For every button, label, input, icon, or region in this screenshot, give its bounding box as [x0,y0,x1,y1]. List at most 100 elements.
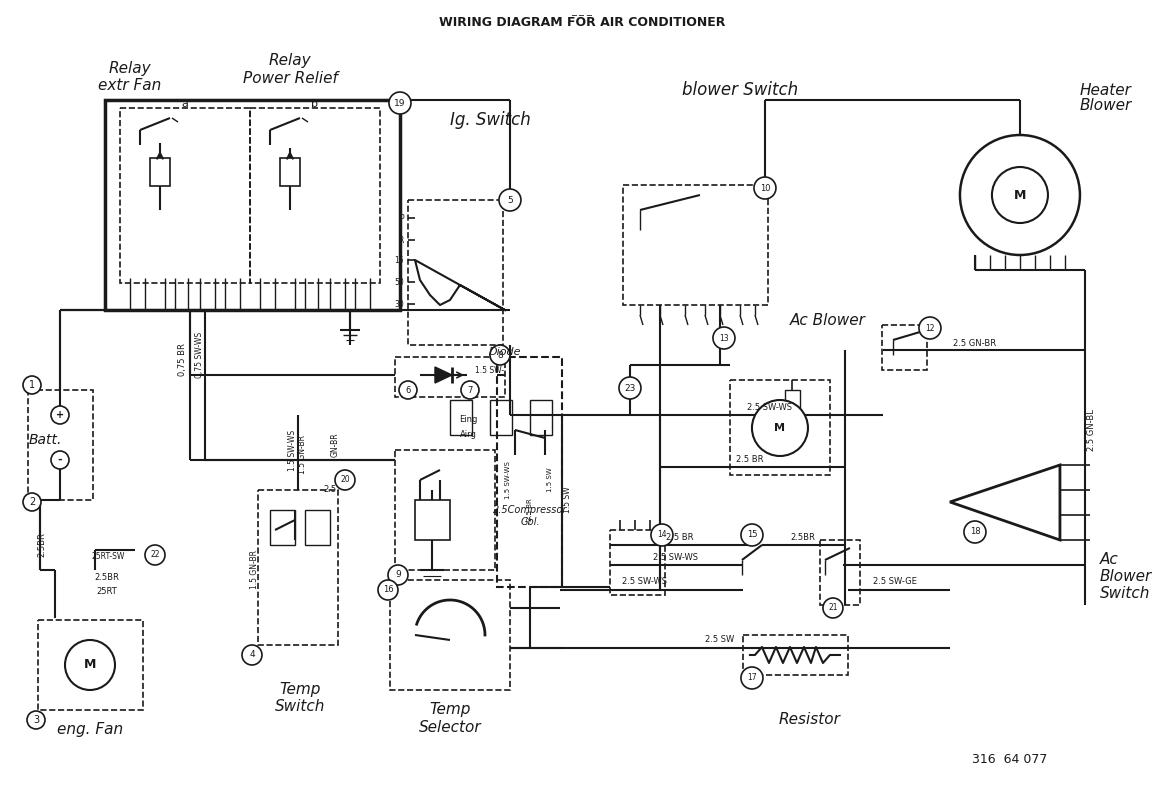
Text: 1.5 SW-: 1.5 SW- [475,366,504,374]
Bar [281,158,300,186]
Text: a: a [182,99,189,109]
Text: Blower: Blower [1100,570,1152,585]
Circle shape [714,327,734,349]
Text: 25RT-SW: 25RT-SW [91,552,125,562]
Text: 1: 1 [29,380,35,390]
Text: 2.5 SW-WS: 2.5 SW-WS [653,553,698,563]
Circle shape [51,406,69,424]
Text: 2.5 SW-WS: 2.5 SW-WS [747,403,793,412]
Bar [38,620,143,710]
Polygon shape [435,367,452,383]
Text: 9: 9 [395,571,400,579]
Text: 30: 30 [395,299,404,309]
Text: 14: 14 [658,530,667,540]
Text: 2.5Compressor: 2.5Compressor [492,505,567,515]
Circle shape [651,524,673,546]
Text: 25RT: 25RT [97,588,118,597]
Text: 50: 50 [395,277,404,287]
Text: +: + [56,410,64,420]
Bar [395,357,505,397]
Circle shape [51,451,69,469]
Text: M: M [84,659,97,671]
Bar [819,540,860,605]
Circle shape [490,345,510,365]
Text: 2.5 BR: 2.5 BR [527,499,533,522]
Bar [416,500,450,540]
Text: 7: 7 [467,385,473,395]
Text: 16: 16 [383,585,393,594]
Text: 0,75 BR: 0,75 BR [178,344,187,377]
Text: Temp: Temp [430,702,470,718]
Text: Selector: Selector [419,720,481,735]
Bar [623,185,768,305]
Text: 5: 5 [508,195,513,205]
Circle shape [242,645,262,665]
Text: Ac Blower: Ac Blower [790,313,866,328]
Text: _ _ _: _ _ _ [572,5,592,15]
Bar [305,510,329,545]
Text: Airg: Airg [460,430,476,440]
Text: GN-BR: GN-BR [331,433,340,457]
Text: Temp: Temp [279,682,320,697]
Circle shape [960,135,1080,255]
Text: extr Fan: extr Fan [99,77,162,92]
Text: 2.5 BR: 2.5 BR [736,455,764,464]
Bar [105,100,400,310]
Text: 316  64 077: 316 64 077 [972,753,1048,767]
Bar [450,400,471,435]
Text: 10: 10 [760,184,771,192]
Text: 13: 13 [719,333,729,343]
Text: 2.5BR: 2.5BR [94,574,120,582]
Text: Relay: Relay [269,53,311,68]
Text: Power Relief: Power Relief [242,70,338,86]
Text: 20: 20 [340,475,350,485]
Circle shape [992,167,1048,223]
Circle shape [741,524,762,546]
Text: Batt.: Batt. [28,433,62,447]
Text: 1.5 GN-BR: 1.5 GN-BR [298,436,307,474]
Circle shape [754,177,776,199]
Text: 15: 15 [747,530,758,540]
Text: 2.5BR: 2.5BR [37,533,47,557]
Bar [28,390,93,500]
Text: 1.5 GN-BR: 1.5 GN-BR [250,551,260,589]
Circle shape [335,470,355,490]
Text: blower Switch: blower Switch [682,81,799,99]
Text: Eing: Eing [459,415,477,425]
Bar [150,158,170,186]
Text: 21: 21 [829,604,838,612]
Text: Switch: Switch [1100,586,1150,601]
Text: 23: 23 [624,384,636,392]
Circle shape [499,189,521,211]
Text: 2.5 BR: 2.5 BR [666,533,694,542]
Text: 2.5: 2.5 [324,485,336,495]
Bar [490,400,512,435]
Circle shape [741,667,762,689]
Text: R: R [398,236,404,244]
Text: Relay: Relay [108,61,151,76]
Text: Switch: Switch [275,700,325,715]
Text: Resistor: Resistor [779,712,840,727]
Text: Ig. Switch: Ig. Switch [449,111,531,129]
Bar [258,490,338,645]
Text: 2.5 SW-WS: 2.5 SW-WS [623,578,667,586]
Bar [497,357,562,587]
Bar [395,450,495,570]
Text: Gbl.: Gbl. [520,517,540,527]
Bar [785,390,800,410]
Circle shape [146,545,165,565]
Text: Heater: Heater [1080,83,1131,98]
Text: 2: 2 [29,497,35,507]
Bar [390,580,510,690]
Bar [407,200,503,345]
Text: 12: 12 [925,324,935,333]
Text: 1.5 SW: 1.5 SW [547,468,553,492]
Text: 19: 19 [395,98,406,107]
Text: 17: 17 [747,674,757,682]
Text: 2.5 GN-BR: 2.5 GN-BR [953,339,996,348]
Circle shape [388,565,407,585]
Text: WIRING DIAGRAM FOR AIR CONDITIONER: WIRING DIAGRAM FOR AIR CONDITIONER [439,16,725,28]
Circle shape [752,400,808,456]
Bar [270,510,294,545]
Text: Blower: Blower [1080,98,1133,113]
